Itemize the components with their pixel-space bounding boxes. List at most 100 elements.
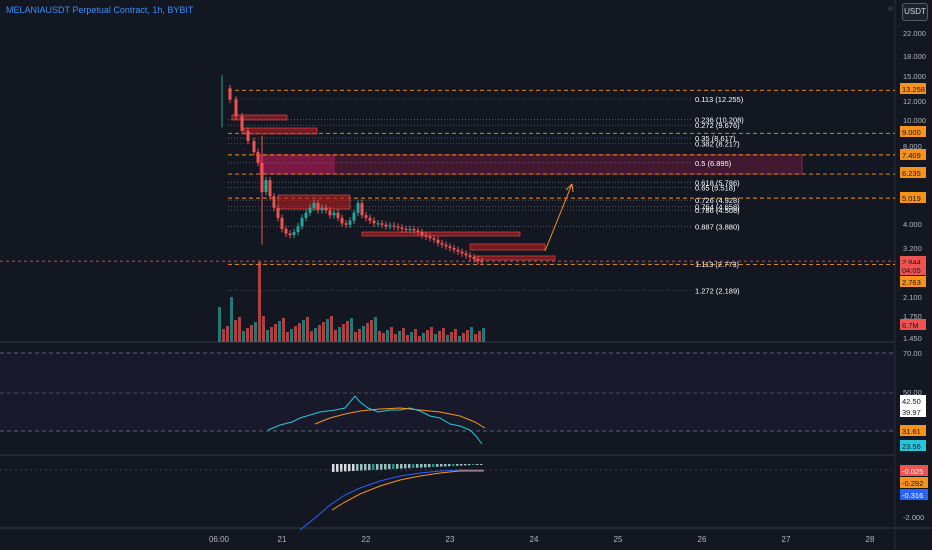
fib-level-label: 0.272 (9.676) <box>695 121 740 130</box>
macd-signal-line <box>331 470 484 511</box>
volume-bar <box>394 334 397 342</box>
rsi-badge-label: 39.97 <box>902 408 921 417</box>
volume-bar <box>346 321 349 342</box>
candle-body <box>336 212 340 218</box>
macd-histogram-bar <box>344 464 347 472</box>
price-badge-label: 2.844 <box>902 258 921 267</box>
macd-histogram-bar <box>364 464 367 471</box>
volume-bar <box>310 331 313 342</box>
volume-bar <box>250 325 253 342</box>
fib-level-label: 0.764 (4.658) <box>695 202 740 211</box>
price-tick-label: 10.000 <box>903 116 926 125</box>
volume-bar <box>278 321 281 342</box>
volume-bar <box>238 317 241 342</box>
volume-bar <box>274 324 277 342</box>
candle-body <box>320 207 324 211</box>
rsi-badge <box>900 406 926 417</box>
rsi-band <box>0 353 895 431</box>
candle-body <box>264 180 268 193</box>
candle-body <box>356 203 360 213</box>
macd-histogram-bar <box>396 464 399 469</box>
price-badge <box>900 83 926 94</box>
volume-bar <box>234 320 237 342</box>
candle-body <box>234 99 238 117</box>
candle-body <box>416 230 420 232</box>
volume-bar <box>410 332 413 342</box>
time-axis-label: 28 <box>866 535 875 544</box>
volume-bar <box>306 317 309 342</box>
price-badge <box>900 126 926 137</box>
volume-bar <box>230 297 233 342</box>
macd-histogram-bar <box>372 464 375 470</box>
volume-bar <box>350 318 353 342</box>
volume-bar <box>462 333 465 342</box>
order-block-box <box>243 127 318 135</box>
macd-histogram-bar <box>412 464 415 468</box>
currency-button[interactable]: USDT <box>902 3 928 21</box>
macd-histogram-bar <box>404 464 407 469</box>
macd-histogram-bar <box>432 464 435 467</box>
candle-body <box>376 223 380 225</box>
price-badge-label: 9.000 <box>902 128 921 137</box>
price-badge <box>900 149 926 160</box>
time-axis-label: 22 <box>362 535 371 544</box>
volume-bar <box>262 316 265 342</box>
candle-body <box>392 225 396 227</box>
candle-body <box>332 212 336 216</box>
volume-bar <box>386 330 389 342</box>
volume-bar <box>470 327 473 342</box>
macd-badge-label: -0.292 <box>902 479 923 488</box>
candle-body <box>456 249 460 252</box>
rsi-badge <box>900 425 926 436</box>
candle-body <box>444 244 448 247</box>
volume-bar <box>370 320 373 342</box>
candle-body <box>384 224 388 227</box>
candle-body <box>348 220 352 225</box>
price-badge-label: 04:05 <box>902 266 921 275</box>
candle-body <box>476 259 480 261</box>
macd-histogram-bar <box>472 464 475 465</box>
macd-badge-label: -0.316 <box>902 491 923 500</box>
candle-body <box>304 212 308 218</box>
macd-badge-label: -0.025 <box>902 467 923 476</box>
volume-bar <box>358 329 361 342</box>
candle-body <box>372 220 376 224</box>
volume-bar <box>298 323 301 342</box>
volume-bar <box>330 316 333 342</box>
rsi-tick-label: 70.00 <box>903 349 922 358</box>
macd-histogram-bar <box>356 464 359 471</box>
time-axis-label: 25 <box>614 535 623 544</box>
rsi-badge-label: 31.61 <box>902 427 921 436</box>
volume-bar <box>322 322 325 342</box>
candle-body <box>420 231 424 236</box>
volume-bar <box>254 322 257 342</box>
fib-level-label: 0.618 (5.786) <box>695 178 740 187</box>
volume-bar <box>474 334 477 342</box>
volume-bar <box>294 326 297 342</box>
macd-histogram-bar <box>352 464 355 471</box>
candle-body <box>480 260 484 262</box>
fib-level-label: 0.887 (3.880) <box>695 223 740 232</box>
candle-body <box>276 207 280 218</box>
macd-histogram-bar <box>444 464 447 467</box>
candle-body <box>404 229 408 231</box>
volume-bar <box>418 336 421 342</box>
fib-level-label: 0.236 (10.208) <box>695 115 744 124</box>
macd-histogram-bar <box>408 464 411 469</box>
candle-body <box>368 217 372 221</box>
macd-histogram-bar <box>424 464 427 468</box>
more-dot-icon[interactable] <box>888 6 893 11</box>
macd-histogram-bar <box>400 464 403 469</box>
candle-body <box>280 217 284 230</box>
price-badge-label: 7.409 <box>902 151 921 160</box>
volume-bar <box>466 330 469 342</box>
symbol-title[interactable]: MELANIAUSDT Perpetual Contract, 1h, BYBI… <box>6 5 194 15</box>
macd-tick-label: -2.000 <box>903 513 924 522</box>
volume-bar <box>482 328 485 342</box>
price-badge <box>900 319 926 330</box>
price-badge <box>900 264 926 275</box>
candle-body <box>228 88 232 100</box>
rsi-badge-label: 23.56 <box>902 442 921 451</box>
volume-bar <box>402 328 405 342</box>
